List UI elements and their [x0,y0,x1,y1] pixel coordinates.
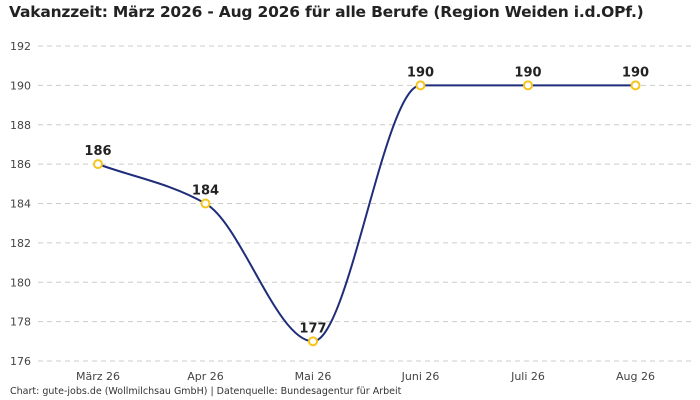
y-axis-ticks: 176 178 180 182 184 186 188 190 192 [10,40,31,368]
chart-source-footer: Chart: gute-jobs.de (Wollmilchsau GmbH) … [10,386,402,397]
y-tick-label: 182 [10,237,31,250]
data-label: 177 [299,321,326,336]
data-label: 186 [84,144,111,159]
data-point-marker [523,80,533,91]
x-axis-ticks: März 26 Apr 26 Mai 26 Juni 26 Juli 26 Aug 26 [76,370,655,383]
x-tick-label: Mai 26 [295,370,332,383]
data-point-marker [630,80,641,91]
data-point-marker [200,198,211,209]
y-tick-label: 178 [10,316,31,329]
chart-title: Vakanzzeit: März 2026 - Aug 2026 für all… [9,3,644,21]
x-tick-label: Juli 26 [510,370,545,383]
y-tick-label: 184 [10,198,31,211]
y-tick-label: 188 [10,119,31,132]
data-label: 190 [622,65,649,80]
grid-lines [38,45,692,362]
data-label: 190 [407,65,434,80]
data-label: 190 [514,65,541,80]
x-tick-label: Aug 26 [616,370,655,383]
series-line [97,84,636,343]
data-point-marker [308,336,318,347]
x-tick-label: März 26 [76,370,120,383]
data-point-marker [93,159,103,170]
x-tick-label: Juni 26 [401,370,440,383]
y-tick-label: 186 [10,158,31,171]
y-tick-label: 180 [10,276,31,289]
data-label: 184 [192,184,219,199]
data-labels: 186 184 177 190 190 190 [84,65,649,336]
y-tick-label: 176 [10,355,31,368]
x-tick-label: Apr 26 [187,370,224,383]
data-point-marker [415,80,426,91]
y-tick-label: 192 [10,40,31,53]
data-points [93,80,641,347]
y-tick-label: 190 [10,79,31,92]
